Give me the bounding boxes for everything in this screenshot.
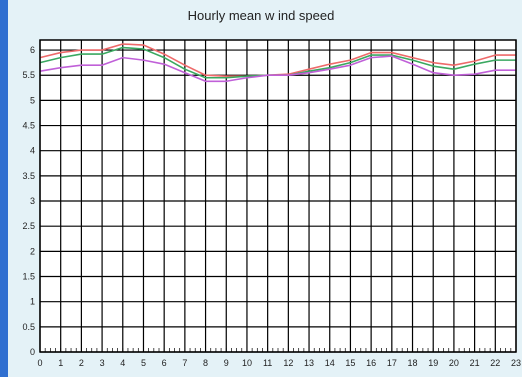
x-tick-label: 4 xyxy=(120,358,125,368)
x-tick-label: 23 xyxy=(511,358,521,368)
y-tick-label: 2 xyxy=(30,246,35,256)
chart-title: Hourly mean w ind speed xyxy=(187,8,335,23)
x-tick-label: 16 xyxy=(366,358,376,368)
x-tick-label: 9 xyxy=(224,358,229,368)
series-line-3 xyxy=(39,55,516,83)
x-tick-label: 0 xyxy=(37,358,42,368)
x-tick-label: 2 xyxy=(79,358,84,368)
y-tick-label: 2.5 xyxy=(22,221,35,231)
x-tick-label: 17 xyxy=(387,358,397,368)
x-tick-label: 1 xyxy=(58,358,63,368)
y-tick-label: 3 xyxy=(30,196,35,206)
x-tick-label: 6 xyxy=(162,358,167,368)
x-tick-label: 13 xyxy=(304,358,314,368)
x-tick-label: 20 xyxy=(449,358,459,368)
y-tick-label: 3.5 xyxy=(22,171,35,181)
x-tick-label: 7 xyxy=(182,358,187,368)
x-tick-label: 21 xyxy=(470,358,480,368)
x-tick-label: 8 xyxy=(203,358,208,368)
x-tick-label: 5 xyxy=(141,358,146,368)
x-tick-label: 22 xyxy=(490,358,500,368)
y-tick-label: 4 xyxy=(30,146,35,156)
plot-area xyxy=(40,40,516,352)
y-tick-label: 1 xyxy=(30,297,35,307)
x-tick-label: 19 xyxy=(428,358,438,368)
x-tick-label: 10 xyxy=(242,358,252,368)
x-tick-label: 3 xyxy=(100,358,105,368)
left-accent-strip xyxy=(0,0,8,377)
series-layer xyxy=(39,43,516,83)
y-tick-label: 1.5 xyxy=(22,272,35,282)
x-tick-label: 15 xyxy=(345,358,355,368)
y-tick-label: 5 xyxy=(30,95,35,105)
x-axis-labels: 0 1 2 3 4 5 6 7 8 9 10 11 12 13 14 15 16 17 18 19 20 21 22 23 xyxy=(37,358,521,368)
x-tick-label: 18 xyxy=(408,358,418,368)
plot-border xyxy=(39,39,517,353)
x-tick-label: 11 xyxy=(263,358,272,368)
x-tick-label: 12 xyxy=(283,358,293,368)
y-tick-label: 4.5 xyxy=(22,121,35,131)
y-tick-label: 5.5 xyxy=(22,70,35,80)
x-tick-label: 14 xyxy=(325,358,335,368)
y-tick-label: 0.5 xyxy=(22,322,35,332)
y-axis-labels: 0 0.5 1 1.5 2 2.5 3 3.5 4 4.5 5 5.5 6 xyxy=(22,45,35,357)
y-tick-label: 0 xyxy=(30,347,35,357)
y-tick-label: 6 xyxy=(30,45,35,55)
